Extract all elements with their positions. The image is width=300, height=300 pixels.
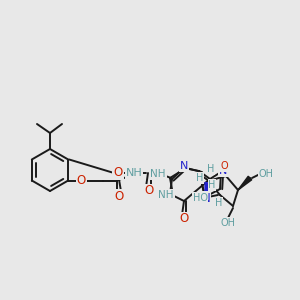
Text: N: N: [180, 161, 188, 171]
Text: O: O: [113, 167, 123, 179]
Text: H: H: [196, 173, 204, 183]
Text: O: O: [179, 212, 189, 226]
Text: N: N: [202, 191, 210, 205]
Text: O: O: [115, 190, 124, 203]
Text: NH: NH: [150, 169, 166, 179]
Text: H: H: [215, 198, 223, 208]
Text: O: O: [76, 174, 86, 187]
Text: N: N: [219, 166, 227, 176]
Text: NH: NH: [158, 190, 174, 200]
Text: O: O: [220, 161, 228, 171]
Polygon shape: [205, 182, 211, 196]
Text: OH: OH: [220, 218, 236, 228]
Polygon shape: [238, 176, 252, 190]
Text: NH: NH: [126, 169, 142, 178]
Text: O: O: [144, 184, 154, 197]
Text: HO: HO: [193, 193, 208, 203]
Text: H: H: [207, 164, 215, 174]
Text: OH: OH: [259, 169, 274, 179]
Text: H: H: [208, 180, 216, 190]
